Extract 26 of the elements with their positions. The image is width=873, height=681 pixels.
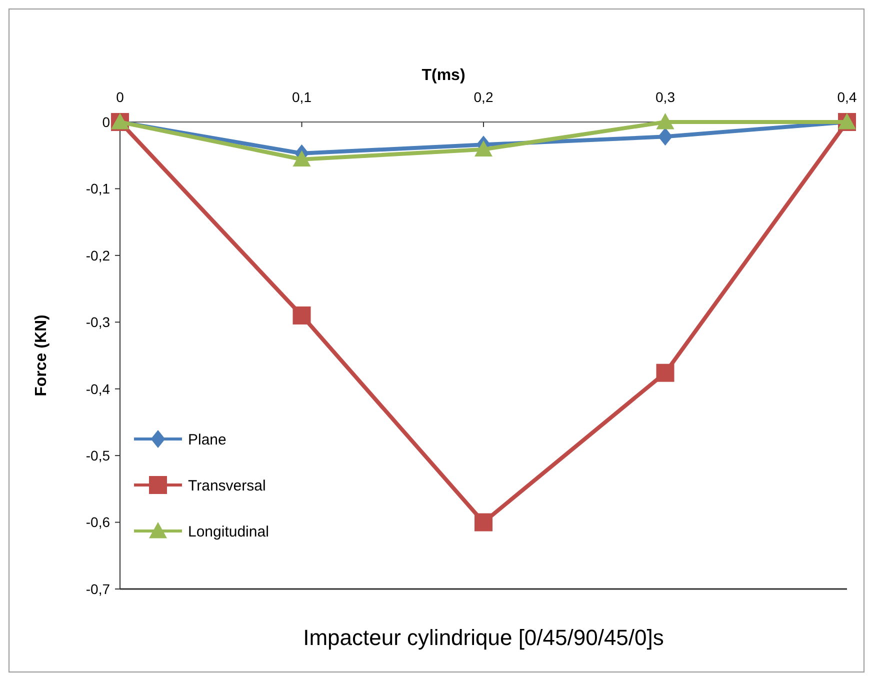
x-tick-label: 0,4 (837, 89, 857, 105)
legend-label: Plane (188, 431, 226, 448)
x-tick-label: 0 (116, 89, 124, 105)
point (474, 140, 492, 157)
legend-label: Longitudinal (188, 523, 269, 540)
x-axis-title: T(ms) (422, 67, 466, 84)
point (656, 113, 674, 130)
y-tick-label: -0,3 (86, 314, 110, 330)
point (474, 513, 492, 532)
y-tick-label: -0,1 (86, 180, 110, 197)
y-tick-label: 0 (102, 114, 110, 130)
x-tick-label: 0,3 (656, 89, 676, 105)
x-tick-label: 0,2 (474, 89, 494, 105)
y-tick-label: -0,5 (86, 447, 110, 464)
point (292, 150, 311, 167)
y-axis-title: Force (KN) (33, 314, 50, 396)
x-tick-label: 0,1 (292, 89, 312, 105)
y-tick-label: -0,2 (86, 247, 110, 264)
text: Impacteur cylindrique [0/45/90/45/0]s (303, 625, 664, 650)
y-tick-label: -0,4 (86, 380, 110, 397)
legend-label: Transversal (188, 477, 266, 494)
y-tick-label: -0,6 (86, 514, 110, 530)
y-tick-label: -0,7 (86, 580, 110, 597)
point (292, 306, 311, 324)
point (656, 364, 674, 382)
point (658, 128, 672, 146)
